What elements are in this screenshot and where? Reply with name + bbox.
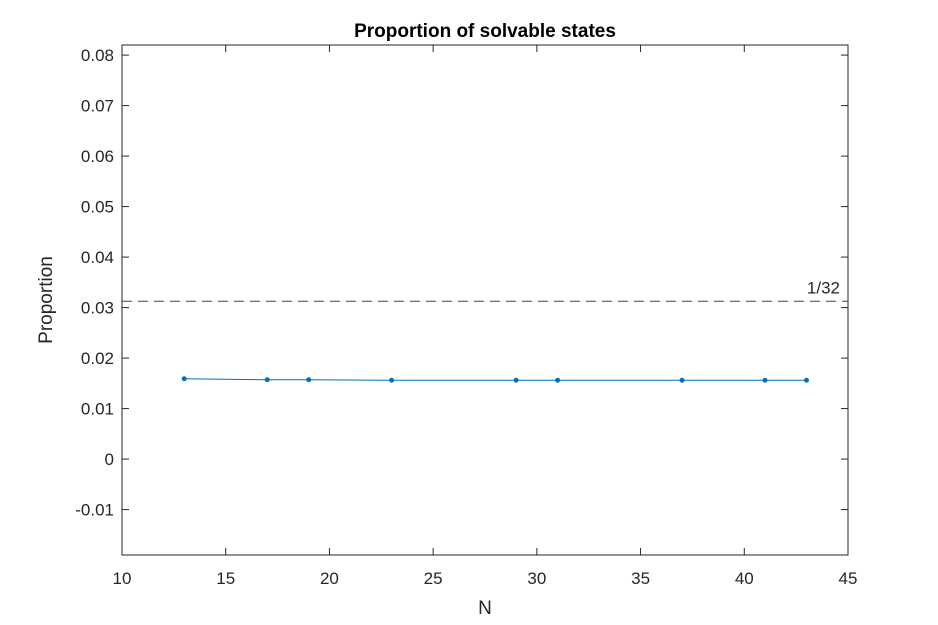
series-line (184, 378, 807, 381)
y-tick-label: 0.03 (81, 299, 114, 318)
data-point (513, 377, 519, 383)
x-tick-label: 15 (216, 569, 235, 588)
plot-area: 10 15 20 25 30 35 40 45 -0.01 0 0.01 0.02 0.03 0.04 0.… (75, 44, 858, 588)
data-point (679, 377, 685, 383)
data-point (181, 376, 187, 382)
x-tick-label: 30 (527, 569, 546, 588)
x-axis-label: N (478, 598, 492, 619)
x-tick-label: 10 (113, 569, 132, 588)
y-tick-label: 0.05 (81, 198, 114, 217)
y-tick-label: -0.01 (75, 501, 114, 520)
x-tick-label: 25 (424, 569, 443, 588)
x-tick-label: 40 (735, 569, 754, 588)
y-tick-label: 0.06 (81, 147, 114, 166)
y-tick-label: 0 (105, 450, 114, 469)
data-point (389, 377, 395, 383)
chart-title: Proportion of solvable states (354, 21, 616, 42)
y-tick-label: 0.02 (81, 349, 114, 368)
data-point (264, 377, 270, 383)
x-tick-label: 20 (320, 569, 339, 588)
y-axis-label: Proportion (36, 256, 57, 344)
reference-line-label: 1/32 (807, 278, 840, 297)
axes-box (121, 44, 849, 556)
y-tick-label: 0.07 (81, 97, 114, 116)
data-point (762, 377, 768, 383)
data-point (306, 377, 312, 383)
data-point (804, 377, 810, 383)
data-point (555, 377, 561, 383)
x-tick-label: 45 (839, 569, 858, 588)
y-tick-label: 0.01 (81, 400, 114, 419)
y-tick-label: 0.04 (81, 248, 114, 267)
y-tick-label: 0.08 (81, 46, 114, 65)
x-tick-label: 35 (631, 569, 650, 588)
